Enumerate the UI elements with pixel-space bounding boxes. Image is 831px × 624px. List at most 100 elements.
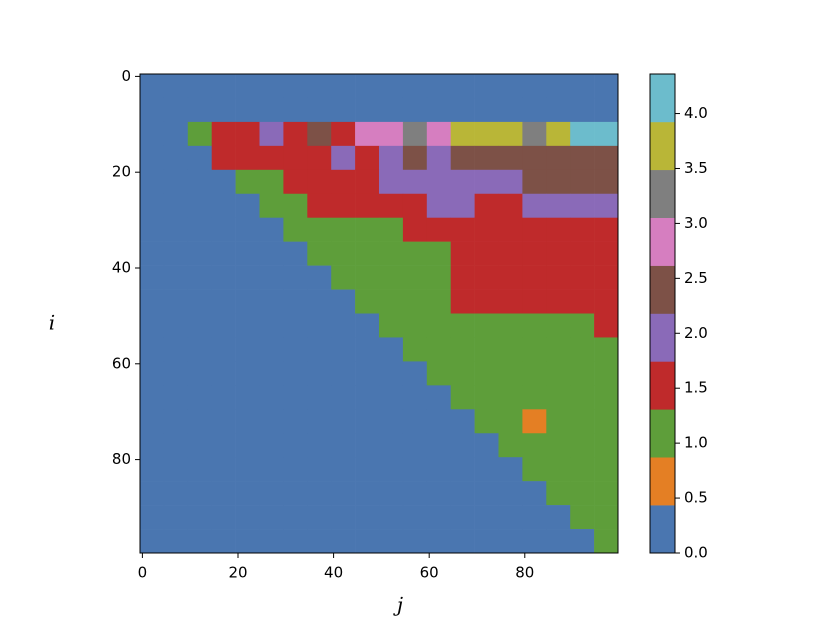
heatmap-cell xyxy=(307,74,332,99)
heatmap-cell xyxy=(187,337,212,362)
heatmap-cell xyxy=(570,505,595,530)
heatmap-cell xyxy=(379,529,404,554)
heatmap-cell xyxy=(426,289,451,314)
heatmap-cell xyxy=(522,289,547,314)
heatmap-cell xyxy=(426,385,451,410)
heatmap-cell xyxy=(594,97,619,123)
heatmap-cell xyxy=(522,361,547,386)
heatmap-cell xyxy=(235,433,260,458)
heatmap-cell xyxy=(594,337,619,362)
heatmap-cell xyxy=(570,217,595,242)
heatmap-cell xyxy=(163,433,189,458)
heatmap-cell xyxy=(283,241,308,266)
heatmap-cell xyxy=(163,409,189,434)
colorbar-tick-label: 2.5 xyxy=(684,269,708,287)
heatmap-cell xyxy=(355,193,380,218)
heatmap-cell xyxy=(235,337,260,362)
heatmap-cell xyxy=(546,313,571,338)
heatmap-cell xyxy=(450,457,475,482)
heatmap-cell xyxy=(570,337,595,362)
heatmap-cell xyxy=(283,97,308,123)
y-tick-label: 60 xyxy=(112,354,131,372)
heatmap-cell xyxy=(402,409,428,434)
heatmap-cell xyxy=(522,505,547,530)
colorbar-segment xyxy=(650,74,675,123)
heatmap-cell xyxy=(402,265,428,290)
heatmap-cell xyxy=(140,289,165,314)
heatmap-cell xyxy=(140,241,165,266)
heatmap-cell xyxy=(187,529,212,554)
heatmap-cell xyxy=(307,217,332,242)
heatmap-cell xyxy=(235,265,260,290)
heatmap-cell xyxy=(140,337,165,362)
heatmap-cell xyxy=(498,74,523,99)
heatmap-cell xyxy=(211,529,236,554)
heatmap-cell xyxy=(283,145,308,171)
heatmap-cell xyxy=(283,289,308,314)
heatmap-cell xyxy=(211,145,236,171)
heatmap-cell xyxy=(379,217,404,242)
heatmap-cell xyxy=(594,193,619,218)
colorbar-tick-label: 0.5 xyxy=(684,489,708,507)
heatmap-cell xyxy=(522,97,547,123)
heatmap-cell xyxy=(211,193,236,218)
heatmap-cell xyxy=(546,169,571,195)
colorbar-tick-label: 1.0 xyxy=(684,434,708,452)
heatmap-cell xyxy=(402,169,428,195)
heatmap-cell xyxy=(211,433,236,458)
heatmap-cell xyxy=(355,313,380,338)
heatmap-cell xyxy=(355,505,380,530)
heatmap-cell xyxy=(379,481,404,506)
heatmap-cell xyxy=(379,169,404,195)
heatmap-cell xyxy=(474,217,499,242)
colorbar-segment xyxy=(650,121,675,171)
heatmap-cell xyxy=(211,385,236,410)
heatmap-cell xyxy=(379,289,404,314)
heatmap-cell xyxy=(140,145,165,171)
heatmap-cell xyxy=(140,433,165,458)
heatmap-cell xyxy=(379,409,404,434)
heatmap-cell xyxy=(331,505,356,530)
heatmap-cell xyxy=(402,97,428,123)
heatmap-cell xyxy=(283,385,308,410)
heatmap-cell xyxy=(307,457,332,482)
heatmap-cell xyxy=(522,121,547,147)
heatmap-cell xyxy=(570,97,595,123)
heatmap-cell xyxy=(331,265,356,290)
colorbar-tick-label: 4.0 xyxy=(684,104,708,122)
heatmap-cell xyxy=(355,97,380,123)
heatmap-cell xyxy=(570,433,595,458)
heatmap-cell xyxy=(259,337,284,362)
heatmap-cell xyxy=(522,217,547,242)
heatmap-cell xyxy=(307,361,332,386)
heatmap-cell xyxy=(211,337,236,362)
heatmap-cell xyxy=(307,265,332,290)
colorbar-tick-label: 3.0 xyxy=(684,214,708,232)
heatmap-cell xyxy=(450,97,475,123)
heatmap-cell xyxy=(259,481,284,506)
heatmap-cell xyxy=(283,337,308,362)
heatmap-cell xyxy=(259,529,284,554)
heatmap-cell xyxy=(522,74,547,99)
heatmap-cell xyxy=(450,169,475,195)
heatmap-cell xyxy=(594,241,619,266)
heatmap-cell xyxy=(140,217,165,242)
heatmap-cell xyxy=(235,193,260,218)
heatmap-cell xyxy=(450,121,475,147)
heatmap-cell xyxy=(259,241,284,266)
heatmap-cell xyxy=(331,241,356,266)
heatmap-cell xyxy=(450,145,475,171)
heatmap-cell xyxy=(259,145,284,171)
heatmap-cell xyxy=(187,74,212,99)
heatmap-cell xyxy=(140,385,165,410)
heatmap-cell xyxy=(331,217,356,242)
heatmap-cell xyxy=(450,337,475,362)
heatmap-cell xyxy=(307,121,332,147)
heatmap-cell xyxy=(307,433,332,458)
heatmap-cell xyxy=(522,433,547,458)
heatmap-cell xyxy=(283,121,308,147)
heatmap-cell xyxy=(331,121,356,147)
heatmap-cell xyxy=(140,74,165,99)
heatmap-cell xyxy=(474,97,499,123)
